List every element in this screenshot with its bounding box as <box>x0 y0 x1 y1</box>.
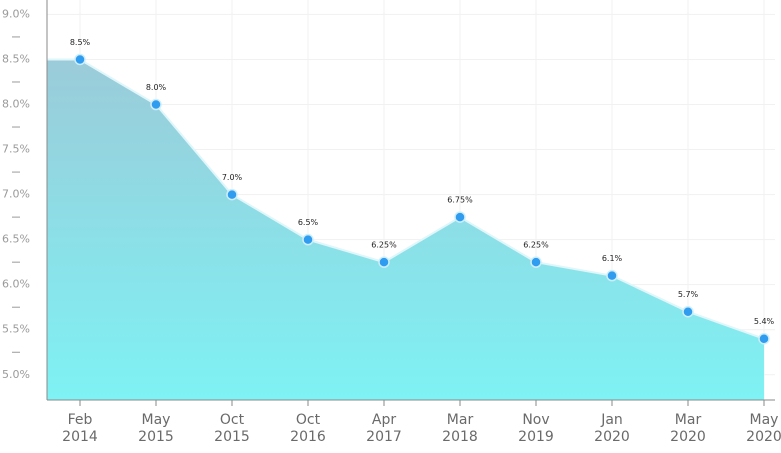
x-tick-label: Jan 2020 <box>594 412 630 445</box>
data-label: 6.25% <box>523 241 549 250</box>
x-tick-label: Oct 2016 <box>290 412 326 445</box>
data-point <box>150 98 162 111</box>
x-tick-label: Feb 2014 <box>62 412 98 445</box>
y-tick-label: 6.5% <box>2 233 30 246</box>
y-tick-label: 5.0% <box>2 368 30 381</box>
data-label: 6.5% <box>298 218 319 227</box>
data-point <box>454 211 466 223</box>
y-tick-label: 7.0% <box>2 188 30 201</box>
x-tick-label: Nov 2019 <box>518 412 554 445</box>
y-tick-label: 8.5% <box>2 52 30 65</box>
data-point <box>758 332 770 345</box>
x-tick-label: Oct 2015 <box>214 412 250 445</box>
data-label: 8.5% <box>70 38 91 47</box>
y-tick-label: 5.5% <box>2 323 30 336</box>
area <box>47 59 764 400</box>
data-point <box>378 256 390 268</box>
data-label: 7.0% <box>222 173 243 182</box>
data-label: 6.75% <box>447 196 473 205</box>
x-tick-label: Mar 2018 <box>442 412 478 445</box>
x-tick-label: Apr 2017 <box>366 412 402 445</box>
x-tick-label: Mar 2020 <box>670 412 706 445</box>
data-label: 6.25% <box>371 241 397 250</box>
x-tick-label: May 2015 <box>138 412 174 445</box>
data-point <box>226 188 238 201</box>
data-label: 6.1% <box>602 254 623 263</box>
y-tick-label: 9.0% <box>2 7 30 20</box>
data-point <box>606 269 618 282</box>
data-point <box>682 305 694 318</box>
data-point <box>302 233 314 246</box>
data-point <box>74 53 86 66</box>
data-point <box>530 256 542 268</box>
data-label: 5.4% <box>754 317 775 326</box>
y-tick-label: 7.5% <box>2 143 30 156</box>
y-tick-label: 8.0% <box>2 98 30 111</box>
x-tick-label: May 2020 <box>746 412 781 445</box>
data-label: 5.7% <box>678 290 699 299</box>
data-label: 8.0% <box>146 83 167 92</box>
y-tick-label: 6.0% <box>2 278 30 291</box>
